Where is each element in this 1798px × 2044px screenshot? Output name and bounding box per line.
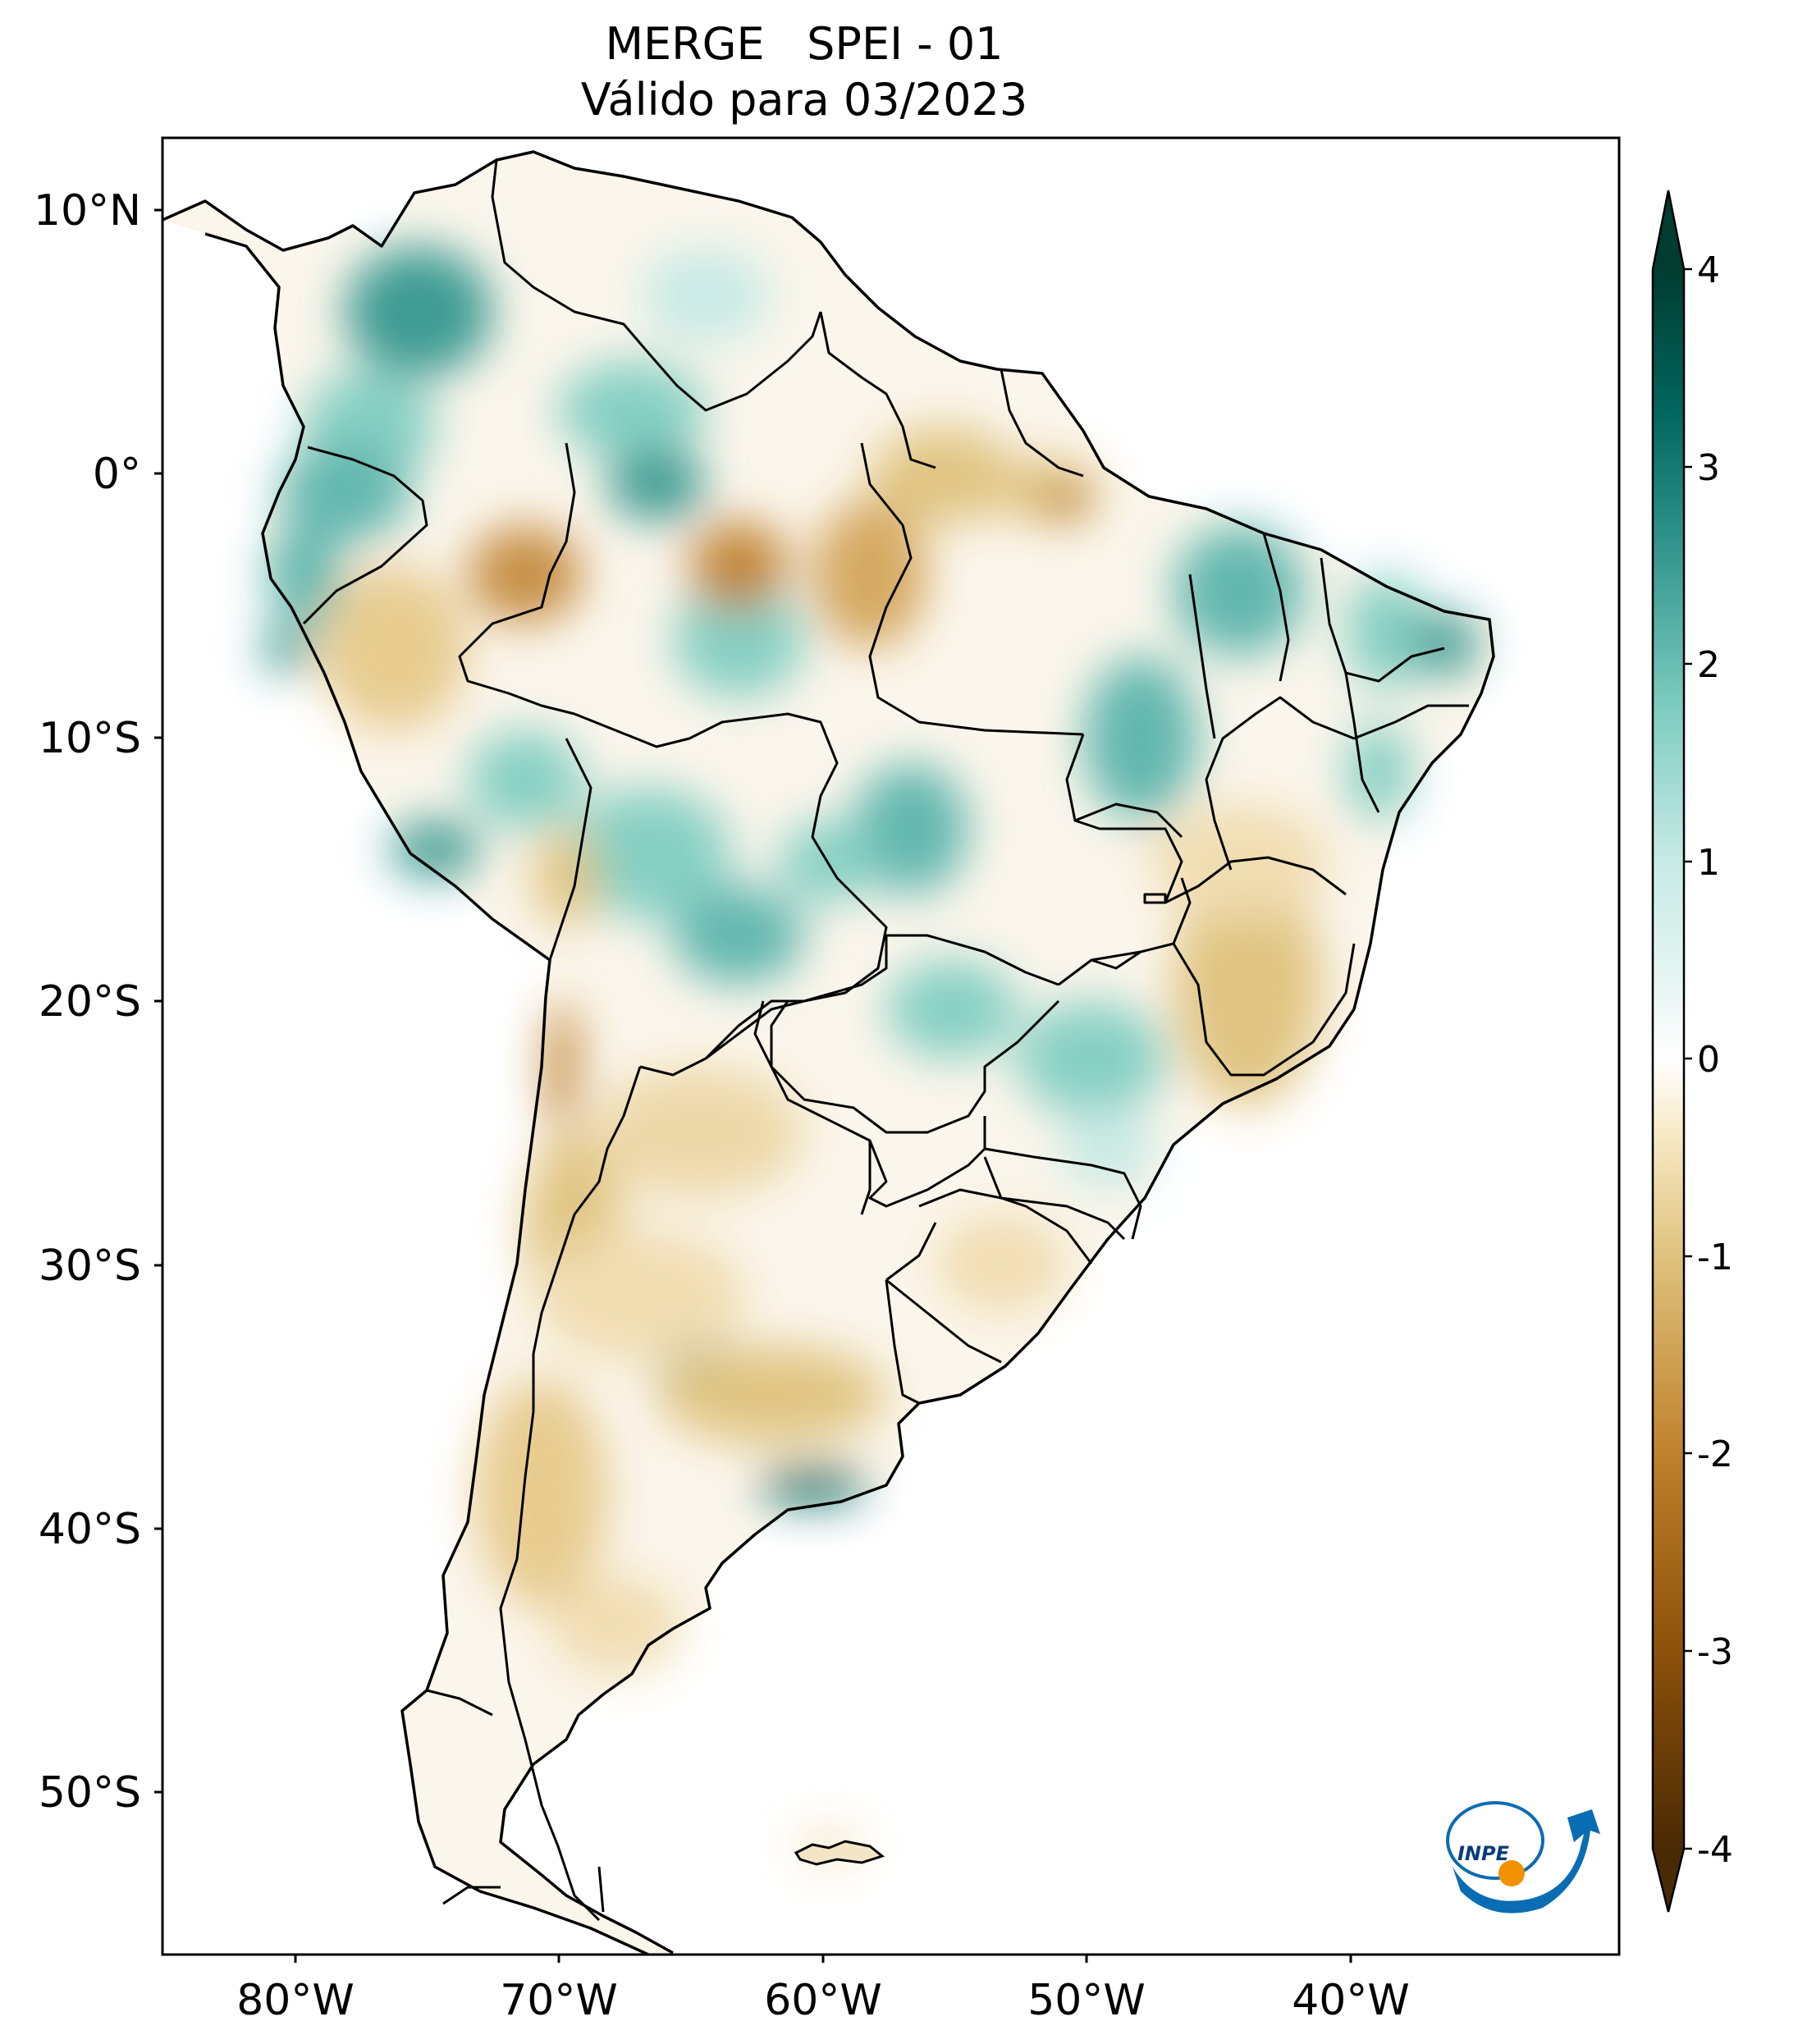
- colorbar-tick-label: -4: [1697, 1829, 1733, 1871]
- map-subtitle: Válido para 03/2023: [580, 74, 1028, 126]
- lon-tick-label: 70°W: [500, 1976, 618, 2025]
- lon-tick-label: 50°W: [1027, 1976, 1146, 2025]
- latitude-axis: 10°N 0° 10°S 20°S 30°S 40°S 50°S: [34, 186, 162, 1818]
- longitude-axis: 80°W 70°W 60°W 50°W 40°W: [236, 1955, 1410, 2025]
- lat-tick-label: 10°N: [34, 186, 141, 235]
- lat-tick-label: 20°S: [39, 977, 141, 1027]
- colorbar-body: [1653, 269, 1684, 1849]
- lat-tick-label: 0°: [93, 450, 141, 499]
- lon-tick-label: 80°W: [236, 1976, 355, 2025]
- colorbar-tick-label: -1: [1697, 1237, 1733, 1278]
- lat-tick-label: 30°S: [39, 1241, 141, 1291]
- colorbar-tick-label: 2: [1697, 644, 1720, 686]
- lat-tick-label: 40°S: [39, 1505, 141, 1554]
- colorbar-tick-label: 4: [1697, 249, 1720, 291]
- spei-anomaly-field: [263, 246, 1477, 1859]
- colorbar-tick-label: -2: [1697, 1434, 1733, 1475]
- map-content: [162, 150, 1495, 1955]
- colorbar-tick-label: 0: [1697, 1039, 1720, 1081]
- political-borders: [302, 159, 1469, 1922]
- lat-tick-label: 50°S: [39, 1768, 141, 1818]
- map-frame: [161, 136, 1621, 1956]
- colorbar-tick-label: 3: [1697, 447, 1720, 489]
- falkland-islands: [794, 1840, 885, 1866]
- colorbar-tick-label: -3: [1697, 1631, 1733, 1673]
- colorbar-extend-top: [1653, 190, 1684, 269]
- map-title: MERGE SPEI - 01: [605, 18, 1004, 70]
- colorbar-extend-bottom: [1653, 1849, 1684, 1912]
- logo-orbit-icon: [1446, 1801, 1544, 1880]
- logo-text: INPE: [1457, 1842, 1510, 1865]
- logo-swoosh-icon: [1453, 1809, 1600, 1914]
- lon-tick-label: 40°W: [1292, 1976, 1410, 2025]
- lon-tick-label: 60°W: [764, 1976, 882, 2025]
- colorbar-tick-label: 1: [1697, 842, 1720, 884]
- colorbar: 4 3 2 1 0 -1 -2 -3 -4: [1651, 190, 1733, 1913]
- lat-tick-label: 10°S: [39, 714, 141, 763]
- inpe-logo: INPE: [1446, 1801, 1600, 1914]
- logo-dot-icon: [1498, 1860, 1525, 1886]
- coastline: [162, 150, 1495, 1955]
